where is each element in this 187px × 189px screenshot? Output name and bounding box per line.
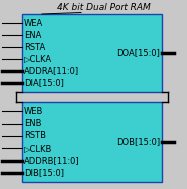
Text: ▷CLKA: ▷CLKA xyxy=(24,54,52,64)
Text: WEB: WEB xyxy=(24,107,43,116)
Bar xyxy=(22,102,162,182)
Text: DOA[15:0]: DOA[15:0] xyxy=(116,49,160,57)
Text: WEA: WEA xyxy=(24,19,43,28)
Text: ADDRB[11:0]: ADDRB[11:0] xyxy=(24,156,80,165)
Text: DIB[15:0]: DIB[15:0] xyxy=(24,168,64,177)
Text: ADDRA[11:0]: ADDRA[11:0] xyxy=(24,67,79,75)
Text: DOB[15:0]: DOB[15:0] xyxy=(116,138,160,146)
Bar xyxy=(22,14,162,92)
Text: ENB: ENB xyxy=(24,119,42,128)
Text: DIA[15:0]: DIA[15:0] xyxy=(24,78,64,88)
Text: RSTA: RSTA xyxy=(24,43,45,51)
Text: ▷CLKB: ▷CLKB xyxy=(24,144,52,153)
Text: 4K bit Dual Port RAM: 4K bit Dual Port RAM xyxy=(57,3,151,12)
Text: ENA: ENA xyxy=(24,30,41,40)
Text: RSTB: RSTB xyxy=(24,131,46,140)
